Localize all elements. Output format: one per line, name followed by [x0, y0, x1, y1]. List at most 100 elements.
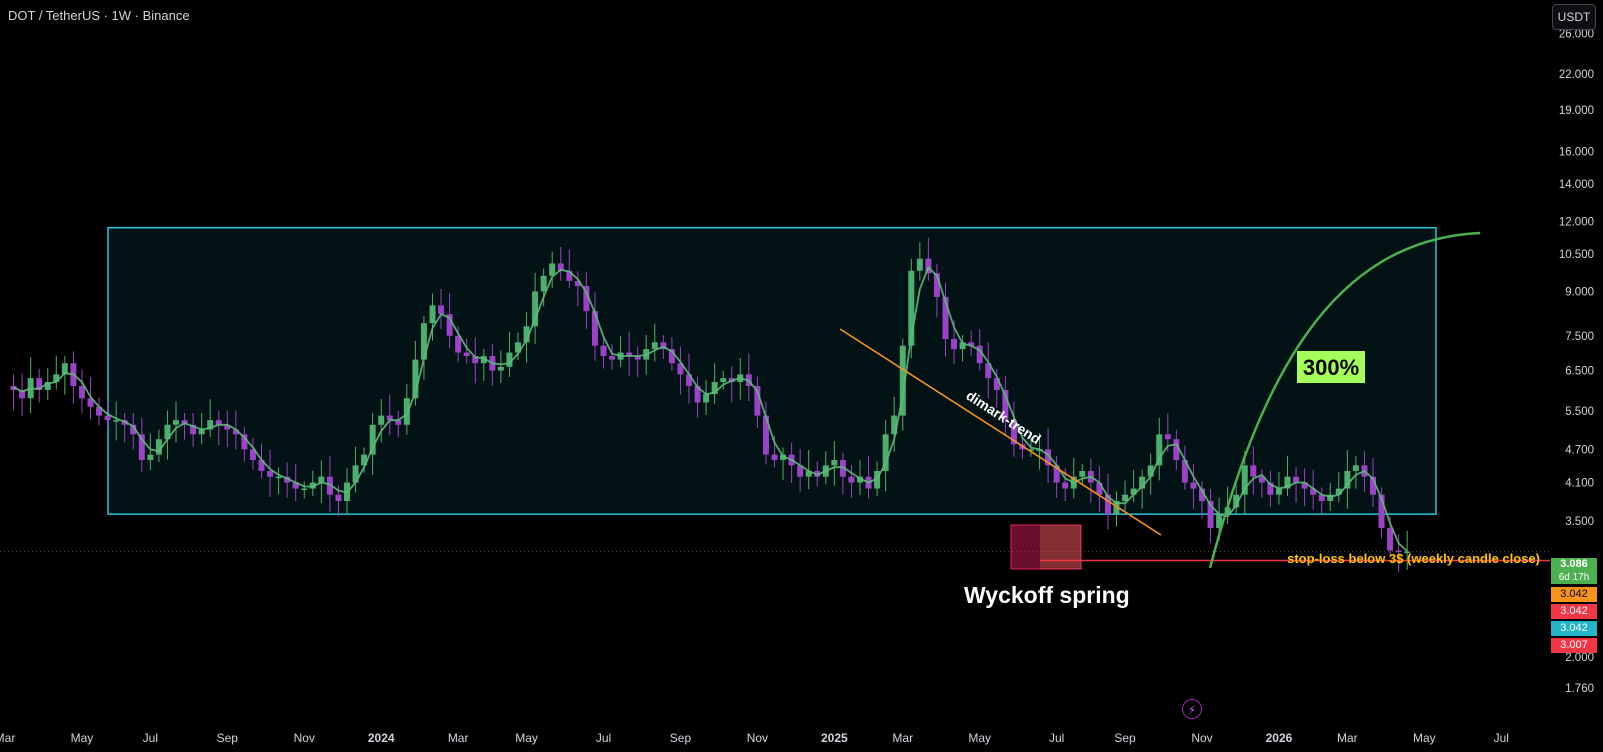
candle-body — [549, 263, 556, 276]
candle-body — [848, 476, 855, 483]
candle-body — [198, 429, 205, 435]
candle-body — [532, 291, 539, 327]
candle-body — [1199, 488, 1205, 502]
candle-body — [1370, 476, 1376, 495]
candle-body — [925, 258, 932, 274]
price-tick: 12.000 — [1559, 217, 1594, 229]
candle-body — [1404, 551, 1411, 554]
candle-body — [1284, 476, 1291, 489]
candle-body — [480, 356, 487, 364]
price-tick: 26.000 — [1559, 29, 1594, 41]
candle-body — [1335, 488, 1342, 495]
candle-body — [232, 429, 239, 435]
candle-body — [515, 342, 521, 353]
candle-body — [378, 415, 385, 425]
candle-body — [1028, 449, 1034, 451]
candle-body — [1147, 465, 1154, 477]
candle-body — [711, 382, 718, 395]
price-tick: 19.000 — [1559, 105, 1594, 117]
candle-countdown: 6d 17h — [1558, 572, 1590, 583]
candles — [10, 237, 1411, 573]
candle-body — [446, 314, 453, 336]
candle-body — [284, 476, 291, 483]
candle-body — [540, 275, 547, 292]
symbol-title: DOT / TetherUS · 1W · Binance — [8, 8, 190, 23]
candle-body — [634, 356, 641, 360]
time-tick: 2026 — [1266, 731, 1293, 745]
candle-body — [609, 356, 616, 360]
candle-body — [1190, 482, 1197, 489]
price-tick: 2.000 — [1565, 652, 1594, 664]
price-tick: 9.000 — [1565, 286, 1594, 298]
candle-body — [1113, 501, 1120, 515]
candle-body — [933, 273, 940, 297]
candle-body — [87, 398, 94, 407]
red-level-badge-2: 3.007 — [1551, 638, 1597, 653]
spring-box — [1010, 524, 1082, 570]
candle-body — [335, 494, 342, 502]
moving-average-line — [13, 265, 1408, 553]
candle-body — [1122, 494, 1129, 502]
candle-body — [660, 342, 667, 350]
candle-body — [1344, 470, 1351, 489]
candle-body — [147, 454, 154, 460]
candle-body — [215, 420, 222, 425]
price-tick: 16.000 — [1559, 147, 1594, 159]
price-tick: 3.500 — [1565, 516, 1594, 528]
candle-body — [113, 420, 120, 422]
candle-body — [412, 359, 419, 399]
time-tick: Mar — [892, 731, 913, 745]
candle-body — [1318, 494, 1325, 502]
candle-body — [1293, 476, 1300, 483]
trendline — [839, 328, 1162, 536]
candle-body — [993, 378, 1000, 391]
candle-body — [1310, 488, 1317, 495]
candle-body — [899, 345, 906, 416]
candle-body — [754, 385, 761, 416]
candle-body — [942, 296, 949, 340]
orange-level-badge: 3.042 — [1551, 587, 1597, 602]
candle-body — [301, 488, 308, 491]
time-tick: Nov — [294, 731, 315, 745]
time-tick: Mar — [0, 731, 15, 745]
candle-body — [839, 459, 846, 477]
currency-button[interactable]: USDT — [1552, 4, 1596, 30]
candle-body — [762, 415, 769, 455]
lightning-icon[interactable]: ⚡ — [1182, 699, 1202, 719]
candle-body — [403, 398, 410, 425]
candle-body — [1139, 476, 1146, 489]
price-tick: 4.700 — [1565, 444, 1594, 456]
candle-body — [805, 470, 812, 477]
candle-body — [155, 439, 162, 455]
candle-body — [1045, 449, 1052, 466]
candle-body — [720, 378, 727, 383]
candle-body — [694, 385, 701, 403]
candle-body — [326, 476, 333, 495]
price-tick: 6.500 — [1565, 366, 1594, 378]
candle-body — [557, 263, 564, 271]
candle-body — [959, 342, 966, 350]
candle-body — [908, 270, 915, 346]
candle-body — [1301, 482, 1308, 489]
candle-body — [369, 424, 376, 455]
time-tick: 2025 — [821, 731, 848, 745]
candle-body — [703, 394, 710, 403]
candle-body — [1079, 470, 1086, 477]
candle-body — [1233, 494, 1240, 508]
teal-level-badge: 3.042 — [1551, 621, 1597, 636]
candle-body — [1173, 439, 1180, 460]
candle-body — [976, 345, 983, 364]
candle-body — [1352, 465, 1359, 471]
time-tick: Jul — [1494, 731, 1509, 745]
price-tick: 5.500 — [1565, 406, 1594, 418]
candle-body — [1216, 514, 1223, 529]
candle-body — [249, 449, 256, 460]
candle-body — [258, 459, 265, 471]
candle-body — [668, 349, 675, 364]
candle-body — [1181, 459, 1188, 483]
candle-body — [19, 390, 26, 399]
candle-body — [224, 424, 231, 430]
time-tick: Sep — [217, 731, 239, 745]
candle-body — [96, 406, 103, 416]
